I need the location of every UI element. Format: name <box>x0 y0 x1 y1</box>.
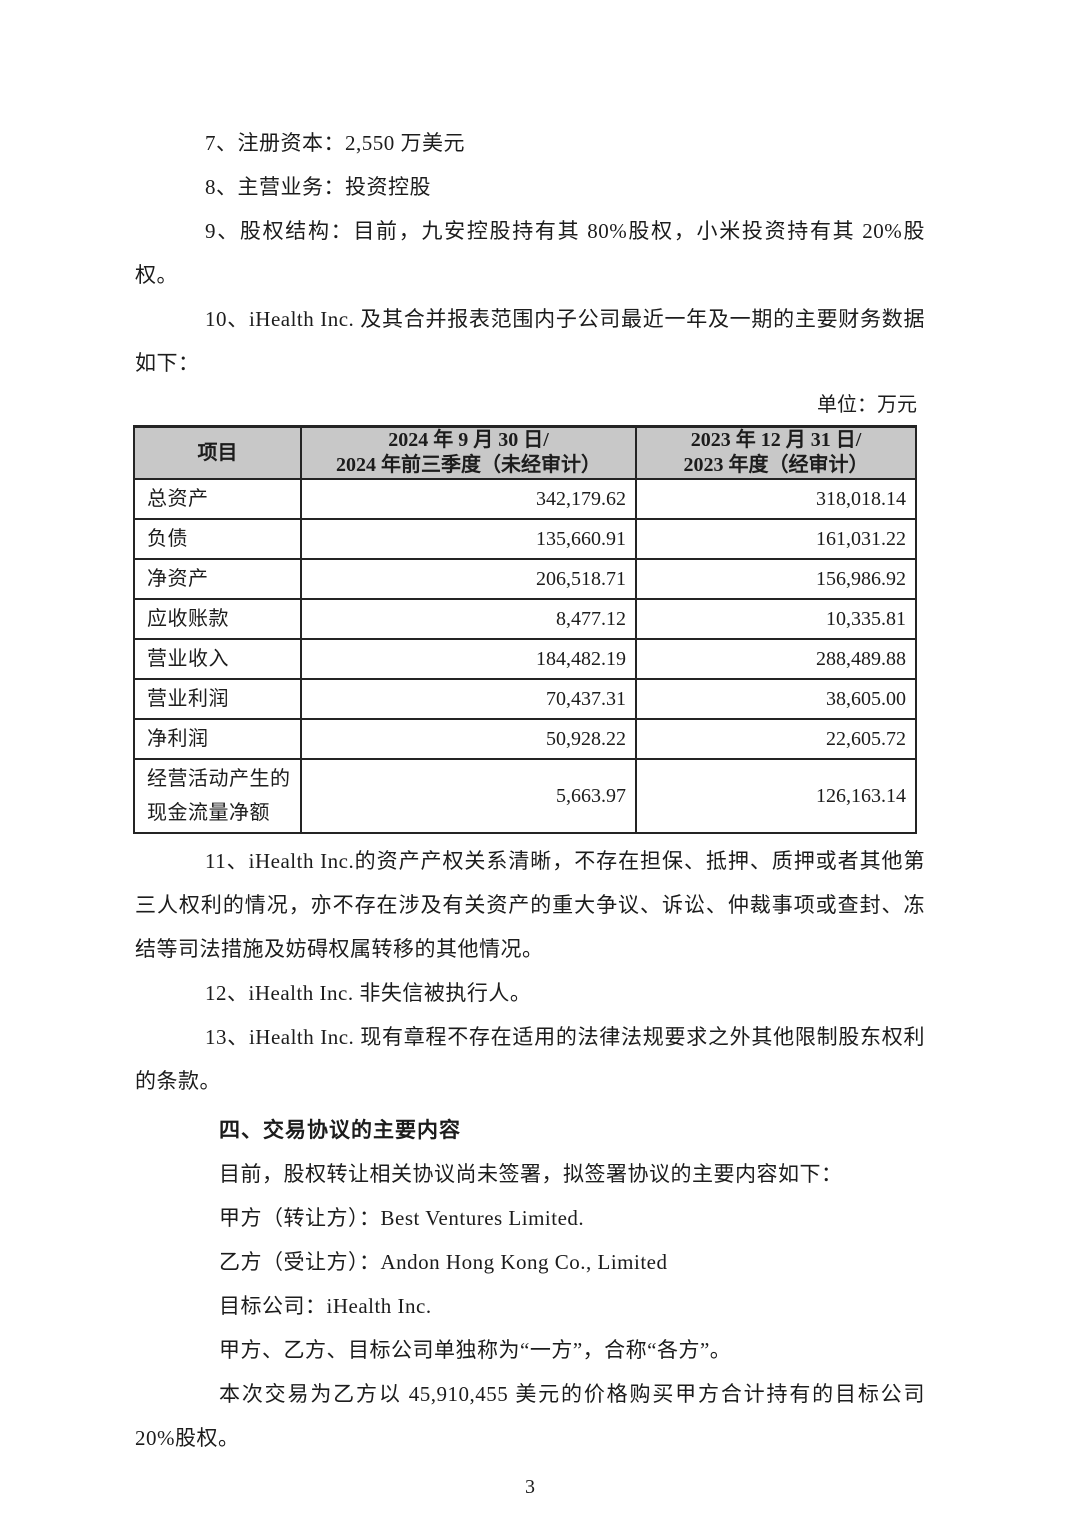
list-item-12: 12、iHealth Inc. 非失信被执行人。 <box>205 981 532 1005</box>
table-row-operating-cashflow: 经营活动产生的现金流量净额 5,663.97 126,163.14 <box>133 758 917 834</box>
table-header-2024: 2024 年 9 月 30 日/2024 年前三季度（未经审计） <box>300 425 637 480</box>
table-row-operating-profit: 营业利润 70,437.31 38,605.00 <box>133 678 917 720</box>
table-row-revenue: 营业收入 184,482.19 288,489.88 <box>133 638 917 680</box>
section-paragraph-intro: 目前，股权转让相关协议尚未签署，拟签署协议的主要内容如下： <box>219 1162 843 1186</box>
table-cell-label: 应收账款 <box>133 598 302 640</box>
table-header-2024-line2: 2024 年前三季度（未经审计） <box>336 454 601 476</box>
list-item-9: 9、股权结构：目前，九安控股持有其 80%股权，小米投资持有其 20%股权。 <box>135 219 925 287</box>
page-number: 3 <box>525 1476 535 1498</box>
table-cell-label: 经营活动产生的现金流量净额 <box>133 758 302 834</box>
section-paragraph-party-b: 乙方（受让方）：Andon Hong Kong Co., Limited <box>219 1250 668 1274</box>
table-cell-2024: 206,518.71 <box>300 558 637 600</box>
list-item-10: 10、iHealth Inc. 及其合并报表范围内子公司最近一年及一期的主要财务… <box>135 307 925 375</box>
table-row-net-assets: 净资产 206,518.71 156,986.92 <box>133 558 917 600</box>
table-cell-2024: 5,663.97 <box>300 758 637 834</box>
table-cell-2023: 10,335.81 <box>635 598 917 640</box>
table-cell-2024: 135,660.91 <box>300 518 637 560</box>
table-header-2023-line1: 2023 年 12 月 31 日/ <box>690 429 862 451</box>
table-cell-2024: 50,928.22 <box>300 718 637 760</box>
section-paragraph-party-a: 甲方（转让方）：Best Ventures Limited. <box>219 1206 585 1230</box>
table-cell-2023: 126,163.14 <box>635 758 917 834</box>
table-header-item-line1: 项目 <box>197 441 238 464</box>
table-header-2023-line2: 2023 年度（经审计） <box>683 454 869 476</box>
table-cell-2024: 184,482.19 <box>300 638 637 680</box>
table-cell-2024: 70,437.31 <box>300 678 637 720</box>
table-cell-label: 净资产 <box>133 558 302 600</box>
table-row-total-assets: 总资产 342,179.62 318,018.14 <box>133 478 917 520</box>
section-paragraph-target: 目标公司：iHealth Inc. <box>219 1294 432 1318</box>
table-header-row: 项目 2024 年 9 月 30 日/2024 年前三季度（未经审计） 2023… <box>133 425 917 480</box>
list-item-7: 7、注册资本：2,550 万美元 <box>205 131 465 155</box>
table-cell-2023: 156,986.92 <box>635 558 917 600</box>
list-item-8: 8、主营业务：投资控股 <box>205 175 431 199</box>
table-cell-label: 净利润 <box>133 718 302 760</box>
list-item-11: 11、iHealth Inc.的资产产权关系清晰，不存在担保、抵押、质押或者其他… <box>135 849 925 961</box>
table-cell-2023: 38,605.00 <box>635 678 917 720</box>
table-cell-label: 负债 <box>133 518 302 560</box>
table-row-receivables: 应收账款 8,477.12 10,335.81 <box>133 598 917 640</box>
table-cell-2023: 161,031.22 <box>635 518 917 560</box>
table-header-2023: 2023 年 12 月 31 日/2023 年度（经审计） <box>635 425 917 480</box>
section-paragraph-naming: 甲方、乙方、目标公司单独称为“一方”，合称“各方”。 <box>219 1338 732 1362</box>
section-four-heading: 四、交易协议的主要内容 <box>219 1118 461 1142</box>
table-row-net-profit: 净利润 50,928.22 22,605.72 <box>133 718 917 760</box>
list-item-13: 13、iHealth Inc. 现有章程不存在适用的法律法规要求之外其他限制股东… <box>135 1025 925 1093</box>
table-cell-2023: 288,489.88 <box>635 638 917 680</box>
table-header-2024-line1: 2024 年 9 月 30 日/ <box>388 429 549 451</box>
table-cell-label: 营业利润 <box>133 678 302 720</box>
table-cell-label: 总资产 <box>133 478 302 520</box>
table-row-liabilities: 负债 135,660.91 161,031.22 <box>133 518 917 560</box>
table-unit-label: 单位：万元 <box>817 394 917 416</box>
table-cell-2024: 342,179.62 <box>300 478 637 520</box>
table-cell-2023: 22,605.72 <box>635 718 917 760</box>
table-cell-2024: 8,477.12 <box>300 598 637 640</box>
section-paragraph-deal: 本次交易为乙方以 45,910,455 美元的价格购买甲方合计持有的目标公司 2… <box>135 1382 925 1450</box>
table-cell-2023: 318,018.14 <box>635 478 917 520</box>
table-header-item: 项目 <box>133 425 302 480</box>
financial-table: 项目 2024 年 9 月 30 日/2024 年前三季度（未经审计） 2023… <box>133 425 917 834</box>
table-cell-label: 营业收入 <box>133 638 302 680</box>
